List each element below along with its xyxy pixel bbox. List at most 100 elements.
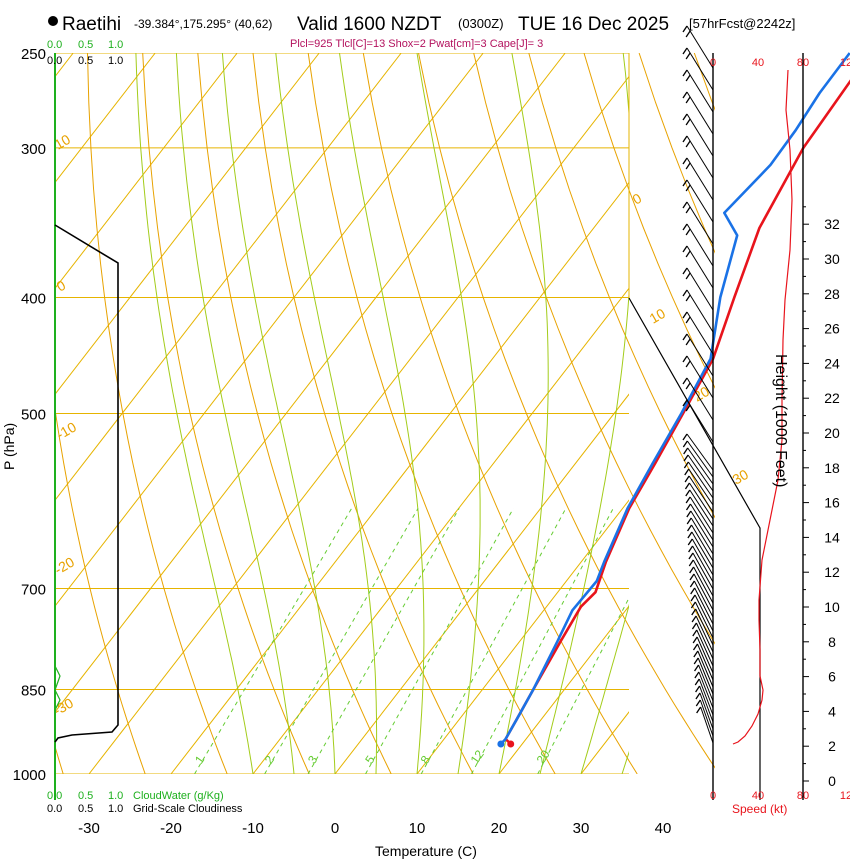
wind-barb-feather [682,47,688,55]
temperature-tick-label: 40 [655,820,672,837]
cloudwater-scale-top: 0.0 0.5 1.0 0.0 0.5 1.0 [47,39,123,67]
wind-barb-staff [699,699,714,737]
wind-barb [689,566,714,604]
wind-barb-feather [685,272,691,280]
wind-barb-staff [688,475,714,513]
dry-adiabat-line [638,53,715,254]
wind-barb [682,311,714,355]
wind-barb [682,267,714,311]
wind-barb-feather [682,333,688,341]
wind-barb-feather [685,118,691,126]
wind-barb [692,629,714,667]
dewpoint-profile-line [499,52,850,745]
wind-barb-staff [686,289,714,333]
wind-barb-staff [694,601,714,639]
wind-barb [693,650,714,688]
wind-barb-staff [695,615,714,653]
wind-barb-feather [690,587,696,595]
panel-divider-line [628,297,761,800]
cloudiness-tick-top: 0.0 [47,55,62,67]
wind-barb [682,440,714,478]
surface-temperature-point [507,740,515,748]
wind-barb-staff [698,678,714,716]
wind-barb [692,636,714,674]
wind-barb-feather [691,622,697,630]
wind-barb-feather [683,454,689,462]
wind-barb-staff [691,524,714,562]
wind-barb [695,685,714,723]
dry-adiabat-line [252,53,474,774]
pressure-tick-label: 850 [21,682,46,699]
wind-barb [689,580,714,618]
moist-adiabat-line [135,53,254,774]
mixing-ratio-line [420,508,567,774]
wind-barb-feather [685,360,691,368]
wind-barb-feather [694,671,700,679]
isotherm-line [55,53,484,607]
isotherm-line [55,53,566,713]
isotherm-line [252,287,629,774]
mixing-ratio-label: 1 [192,753,207,767]
moist-adiabat-line [416,53,481,774]
wind-barb-staff [686,355,714,399]
cloudwater-tick-top: 0.0 [47,39,62,51]
wind-barb-feather [687,531,693,539]
wind-barb-feather [691,615,697,623]
wind-barb-staff [690,503,714,541]
wind-barb-feather [685,140,691,148]
wind-speed-tick-bottom: 12 [840,790,850,802]
wind-barb-feather [685,503,692,511]
parameter-line: Plcl=925 Tlcl[C]=13 Shox=2 Pwat[cm]=3 Ca… [290,38,543,50]
wind-barb-staff [698,671,714,709]
wind-speed-tick-bottom: 0 [710,790,716,802]
dry-adiabat-lines [55,53,850,774]
temperature-tick-label: -20 [160,820,182,837]
dry-adiabat-line [750,53,850,774]
wind-barb-feather [685,316,691,324]
wind-barb [685,496,714,534]
isotherm-line [88,75,629,774]
cloudiness-tick-top: 1.0 [108,55,123,67]
wind-barb-feather [691,608,697,616]
surface-dewpoint-point [497,740,505,748]
wind-barb-staff [692,545,714,583]
wind-barb [682,201,714,245]
station-name: Raetihi [62,14,121,35]
dry-adiabat-label: 10 [647,305,669,327]
cloudwater-tick-top: 0.5 [78,39,93,51]
wind-barb [688,559,714,597]
wind-barb-staff [686,440,714,478]
wind-barb-feather [682,399,688,407]
isotherm-line [498,605,629,774]
wind-barb-staff [686,201,714,245]
height-tick-label: 20 [824,425,840,441]
isotherm-line [334,393,629,774]
station-coords: -39.384°,175.295° (40,62) [134,17,272,31]
wind-barb-staff [686,433,714,471]
dry-adiabat-line [87,53,228,774]
wind-barb-feather [682,201,688,209]
dry-adiabat-line [197,53,392,774]
valid-utc: (0300Z) [458,16,504,31]
height-tick-label: 22 [824,390,840,406]
wind-barb-staff [686,267,714,311]
wind-speed-tick-bottom: 40 [752,790,764,802]
wind-barb-staff [686,157,714,201]
wind-barb [694,664,714,702]
wind-barb [686,517,714,555]
wind-barb-feather [685,30,691,38]
wind-barb-feather [688,552,694,560]
wind-speed-axis-label: Speed (kt) [732,802,787,816]
mixing-ratio-line [471,508,614,774]
wind-barb-feather [685,489,691,497]
wind-barb [691,608,714,646]
wind-barb [693,657,714,695]
wind-speed-ticks-bottom: 0 40 80 12 [710,790,850,802]
height-tick-label: 32 [824,216,840,232]
dry-adiabat-line [362,53,638,774]
dry-adiabat-line [473,53,715,645]
wind-barb-feather [689,566,695,574]
wind-barbs [682,25,714,744]
wind-barb-feather [682,377,688,385]
temperature-tick-label: 20 [491,820,508,837]
